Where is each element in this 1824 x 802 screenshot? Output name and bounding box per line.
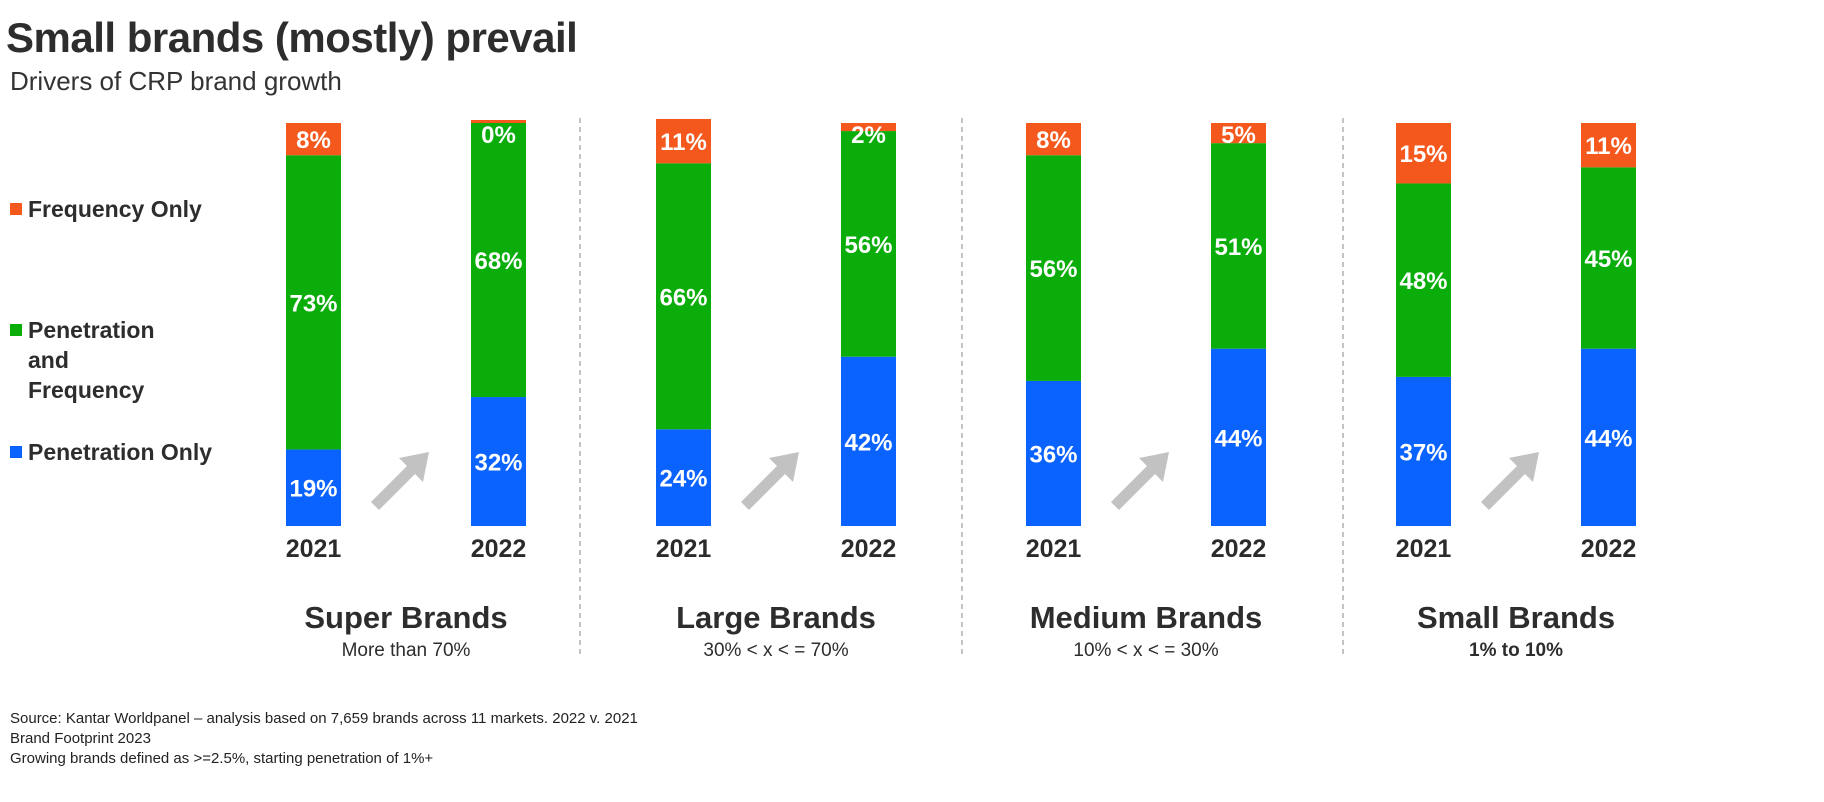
source-footnote: Source: Kantar Worldpanel – analysis bas… [10,709,638,769]
bar-segment-small-brands-2021-penetration-only [1396,376,1451,526]
chart-subtitle: Drivers of CRP brand growth [10,66,342,96]
data-label-super-brands-2021-penetration-and-frequency: 73% [289,290,337,317]
group-subtitle-small-brands: 1% to 10% [1469,640,1563,661]
bar-segment-super-brands-2021-penetration-only [286,449,341,526]
data-label-medium-brands-2021-frequency-only: 8% [1036,127,1071,154]
legend-item-frequency-only: Frequency Only [10,194,202,224]
growth-arrow-icon-medium-brands [1111,452,1169,510]
data-label-large-brands-2022-frequency-only: 2% [851,122,886,149]
data-label-large-brands-2021-penetration-only: 24% [659,466,707,493]
group-title-medium-brands: Medium Brands [1030,600,1263,635]
bar-segment-medium-brands-2021-frequency-only [1026,123,1081,156]
bar-segment-large-brands-2022-penetration-and-frequency [841,131,896,357]
bar-segment-small-brands-2022-penetration-only [1581,348,1636,526]
legend-label-penetration-only: Penetration Only [28,439,213,465]
data-label-small-brands-2021-penetration-only: 37% [1399,439,1447,466]
growth-arrow-icon-large-brands [741,452,799,510]
x-tick-label-large-brands-2021: 2021 [656,535,712,563]
bar-segment-super-brands-2022-penetration-only [471,397,526,526]
data-label-small-brands-2022-frequency-only: 11% [1585,133,1632,160]
data-label-medium-brands-2022-penetration-only: 44% [1214,425,1262,452]
bar-segment-medium-brands-2022-frequency-only [1211,123,1266,144]
bar-segment-super-brands-2022-frequency-only [471,120,526,123]
footnote-line: Brand Footprint 2023 [10,730,151,747]
legend-swatch-frequency-only [10,203,22,215]
bar-segment-medium-brands-2021-penetration-and-frequency [1026,155,1081,381]
x-tick-label-medium-brands-2021: 2021 [1026,535,1082,563]
legend-label-frequency-only: Frequency Only [28,196,202,222]
data-label-small-brands-2022-penetration-only: 44% [1584,425,1632,452]
data-label-small-brands-2021-frequency-only: 15% [1399,141,1447,168]
bar-segment-medium-brands-2022-penetration-and-frequency [1211,143,1266,349]
x-tick-label-small-brands-2021: 2021 [1396,535,1452,563]
bar-segment-large-brands-2021-penetration-only [656,429,711,526]
legend-item-penetration-and-frequency: Penetration and Frequency [10,315,155,405]
data-label-super-brands-2022-frequency-only: 0% [481,122,516,149]
chart-title: Small brands (mostly) prevail [6,14,578,61]
bar-segment-small-brands-2021-penetration-and-frequency [1396,183,1451,377]
group-title-super-brands: Super Brands [304,600,507,635]
legend-item-penetration-only: Penetration Only [10,437,212,467]
data-label-large-brands-2022-penetration-only: 42% [844,429,892,456]
legend-swatch-penetration-and-frequency [10,324,22,336]
legend-swatch-penetration-only [10,446,22,458]
data-label-super-brands-2022-penetration-and-frequency: 68% [474,248,522,275]
group-subtitle-medium-brands: 10% < x < = 30% [1073,640,1218,661]
bar-segment-large-brands-2022-frequency-only [841,123,896,132]
bar-segment-super-brands-2021-frequency-only [286,123,341,156]
data-label-medium-brands-2022-frequency-only: 5% [1221,122,1256,149]
bar-segment-medium-brands-2022-penetration-only [1211,348,1266,526]
group-title-small-brands: Small Brands [1417,600,1615,635]
data-label-super-brands-2021-frequency-only: 8% [296,127,331,154]
data-label-large-brands-2021-frequency-only: 11% [660,129,707,156]
data-label-large-brands-2022-penetration-and-frequency: 56% [844,232,892,259]
bar-segment-small-brands-2022-frequency-only [1581,123,1636,168]
bar-segment-large-brands-2021-penetration-and-frequency [656,163,711,430]
bar-segment-small-brands-2021-frequency-only [1396,123,1451,184]
x-tick-label-small-brands-2022: 2022 [1581,535,1637,563]
bar-segment-super-brands-2021-penetration-and-frequency [286,155,341,450]
x-tick-label-super-brands-2021: 2021 [286,535,342,563]
bar-segment-super-brands-2022-penetration-and-frequency [471,123,526,398]
group-subtitle-large-brands: 30% < x < = 70% [703,640,848,661]
data-label-small-brands-2022-penetration-and-frequency: 45% [1584,246,1632,273]
footnote-line: Source: Kantar Worldpanel – analysis bas… [10,710,638,727]
group-title-large-brands: Large Brands [676,600,876,635]
growth-arrow-icon-small-brands [1481,452,1539,510]
bar-segment-large-brands-2022-penetration-only [841,356,896,526]
data-label-super-brands-2021-penetration-only: 19% [289,476,337,503]
legend-label-penetration-and-frequency: Penetration and Frequency [28,317,155,403]
footnote-line: Growing brands defined as >=2.5%, starti… [10,750,434,767]
x-tick-label-large-brands-2022: 2022 [841,535,897,563]
data-label-super-brands-2022-penetration-only: 32% [474,450,522,477]
growth-arrow-icon-super-brands [371,452,429,510]
data-label-medium-brands-2022-penetration-and-frequency: 51% [1214,234,1262,261]
stacked-bar-chart: 19% 73% 8% 2021 32% 68% 0% 2022 Super Brands More… [286,118,1637,661]
x-tick-label-super-brands-2022: 2022 [471,535,527,563]
bar-segment-medium-brands-2021-penetration-only [1026,380,1081,526]
data-label-large-brands-2021-penetration-and-frequency: 66% [659,284,707,311]
x-tick-label-medium-brands-2022: 2022 [1211,535,1267,563]
data-label-small-brands-2021-penetration-and-frequency: 48% [1399,268,1447,295]
bar-segment-small-brands-2022-penetration-and-frequency [1581,167,1636,349]
group-subtitle-super-brands: More than 70% [342,640,471,661]
data-label-medium-brands-2021-penetration-and-frequency: 56% [1029,256,1077,283]
data-label-medium-brands-2021-penetration-only: 36% [1029,441,1077,468]
bar-segment-large-brands-2021-frequency-only [656,118,711,164]
